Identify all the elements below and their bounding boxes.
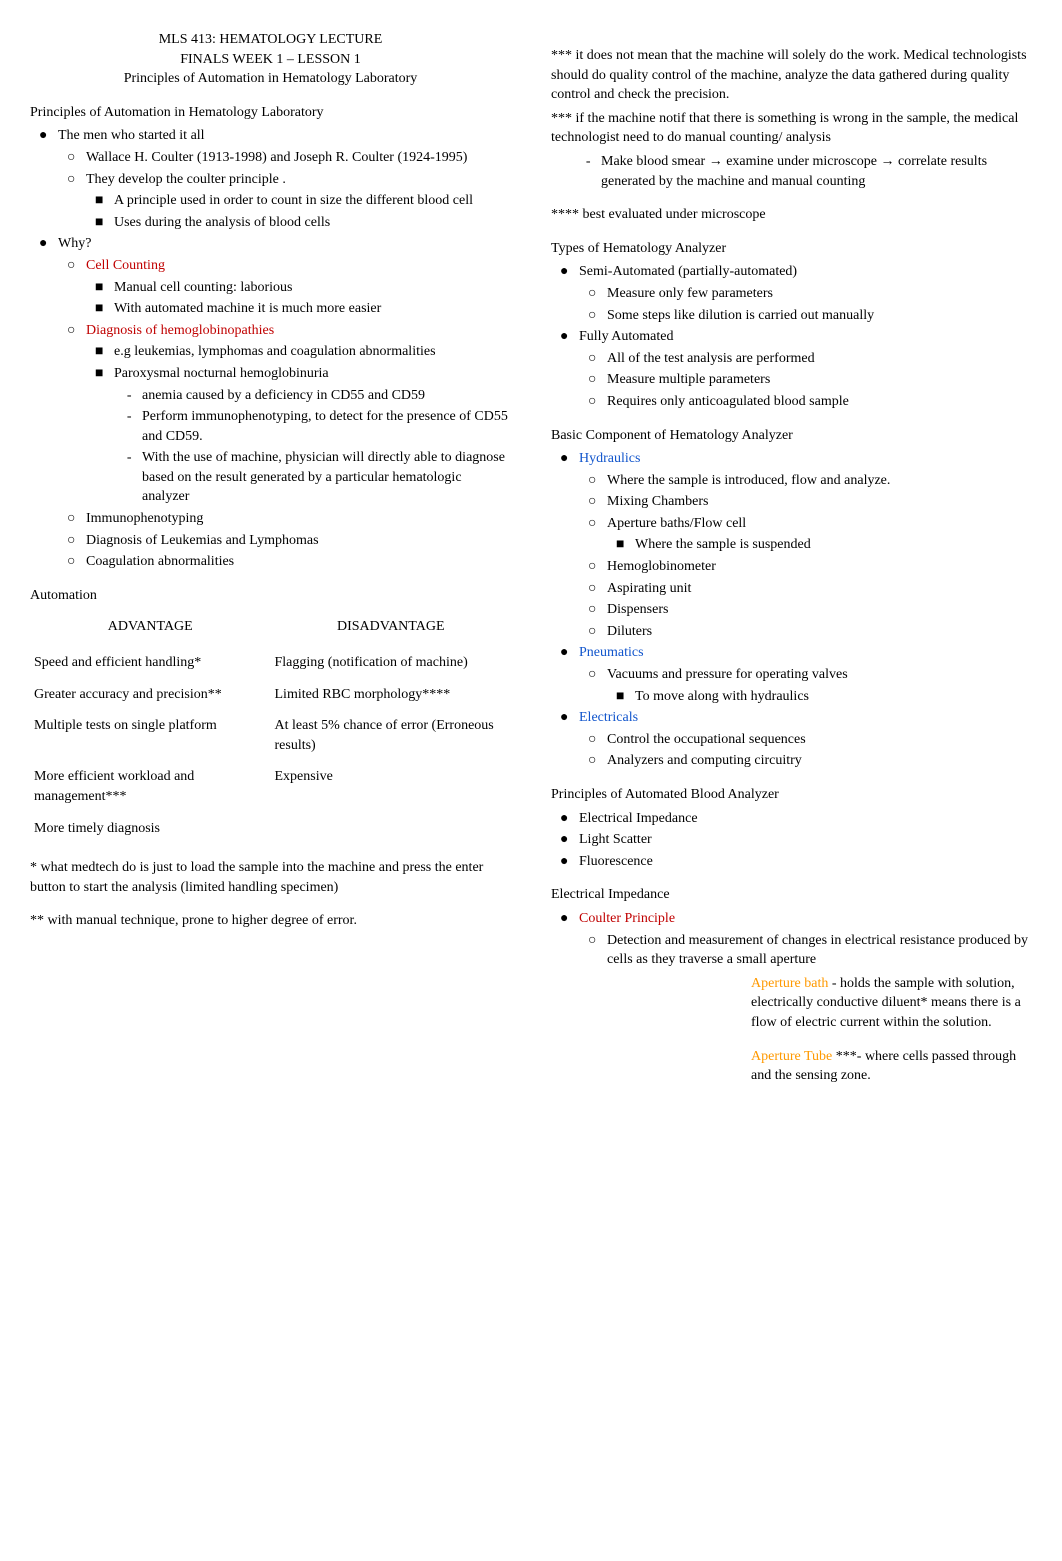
ei-title: Electrical Impedance	[551, 885, 1032, 905]
comp-hydraulics: Hydraulics Where the sample is introduce…	[579, 449, 1032, 641]
outline-item: The men who started it all Wallace H. Co…	[58, 126, 511, 232]
cell: At least 5% chance of error (Erroneous r…	[271, 710, 512, 761]
hyd-sub5: Aspirating unit	[607, 579, 1032, 599]
hemo-sub1: e.g leukemias, lymphomas and coagulation…	[114, 342, 511, 362]
comp-pneumatics: Pneumatics Vacuums and pressure for oper…	[579, 643, 1032, 706]
table-row: Multiple tests on single platform At lea…	[30, 710, 511, 761]
cell-sub2: With automated machine it is much more e…	[114, 299, 511, 319]
table-row: More efficient workload and management**…	[30, 761, 511, 812]
note-triple-star-1: *** it does not mean that the machine wi…	[551, 46, 1032, 105]
semi-sub2: Some steps like dilution is carried out …	[607, 306, 1032, 326]
cell: Limited RBC morphology****	[271, 679, 512, 711]
semi-sub1: Measure only few parameters	[607, 284, 1032, 304]
th-disadvantage: DISADVANTAGE	[271, 613, 512, 647]
pnh-dash-1: anemia caused by a deficiency in CD55 an…	[142, 386, 511, 406]
aperture-tube-label: Aperture Tube	[751, 1049, 832, 1064]
pneu-sub1-sub: To move along with hydraulics	[635, 687, 1032, 707]
footnote-2: ** with manual technique, prone to highe…	[30, 911, 511, 931]
manual-step: Make blood smear → examine under microsc…	[601, 152, 1032, 191]
cell	[271, 813, 512, 845]
why-leuk: Diagnosis of Leukemias and Lymphomas	[86, 531, 511, 551]
fully-sub1: All of the test analysis are performed	[607, 349, 1032, 369]
hyd-sub2: Mixing Chambers	[607, 492, 1032, 512]
hyd-sub7: Diluters	[607, 622, 1032, 642]
cell: More efficient workload and management**…	[30, 761, 271, 812]
type-semi: Semi-Automated (partially-automated) Mea…	[579, 262, 1032, 325]
coulter-sub: Detection and measurement of changes in …	[607, 931, 1032, 970]
header-line-3: Principles of Automation in Hematology L…	[30, 69, 511, 89]
men-names: Wallace H. Coulter (1913-1998) and Josep…	[86, 148, 511, 168]
th-advantage: ADVANTAGE	[30, 613, 271, 647]
elec-sub1: Control the occupational sequences	[607, 730, 1032, 750]
hyd-sub1: Where the sample is introduced, flow and…	[607, 471, 1032, 491]
basic-comp-title: Basic Component of Hematology Analyzer	[551, 426, 1032, 446]
doc-header: MLS 413: HEMATOLOGY LECTURE FINALS WEEK …	[30, 30, 511, 89]
why-label: Why?	[58, 236, 91, 251]
cell: Speed and efficient handling*	[30, 647, 271, 679]
princ-ei: Electrical Impedance	[579, 809, 1032, 829]
elec-sub2: Analyzers and computing circuitry	[607, 751, 1032, 771]
princ-ls: Light Scatter	[579, 830, 1032, 850]
fully-sub2: Measure multiple parameters	[607, 370, 1032, 390]
header-line-1: MLS 413: HEMATOLOGY LECTURE	[30, 30, 511, 50]
footnote-1: * what medtech do is just to load the sa…	[30, 858, 511, 897]
left-column: MLS 413: HEMATOLOGY LECTURE FINALS WEEK …	[30, 30, 511, 1090]
hemo-sub2: Paroxysmal nocturnal hemoglobinuria anem…	[114, 364, 511, 507]
table-row: More timely diagnosis	[30, 813, 511, 845]
coulter-principle: Coulter Principle Detection and measurem…	[579, 909, 1032, 970]
hyd-sub3: Aperture baths/Flow cell Where the sampl…	[607, 514, 1032, 555]
principles-title: Principles of Automated Blood Analyzer	[551, 785, 1032, 805]
type-fully: Fully Automated All of the test analysis…	[579, 327, 1032, 411]
coulter-desc-2: Uses during the analysis of blood cells	[114, 213, 511, 233]
hyd-sub6: Dispensers	[607, 600, 1032, 620]
pnh-dash-2: Perform immunophenotyping, to detect for…	[142, 407, 511, 446]
why-coag: Coagulation abnormalities	[86, 552, 511, 572]
cell: Flagging (notification of machine)	[271, 647, 512, 679]
section-title-principles: Principles of Automation in Hematology L…	[30, 103, 511, 123]
hyd-sub4: Hemoglobinometer	[607, 557, 1032, 577]
pneu-sub1: Vacuums and pressure for operating valve…	[607, 665, 1032, 706]
hyd-sub3-sub: Where the sample is suspended	[635, 535, 1032, 555]
right-column: *** it does not mean that the machine wi…	[551, 30, 1032, 1090]
cell: Multiple tests on single platform	[30, 710, 271, 761]
header-line-2: FINALS WEEK 1 – LESSON 1	[30, 50, 511, 70]
automation-heading: Automation	[30, 586, 511, 606]
table-row: Greater accuracy and precision** Limited…	[30, 679, 511, 711]
aperture-bath-block: Aperture bath - holds the sample with so…	[751, 974, 1032, 1086]
cell: Greater accuracy and precision**	[30, 679, 271, 711]
comp-electricals: Electricals Control the occupational seq…	[579, 708, 1032, 771]
types-title: Types of Hematology Analyzer	[551, 239, 1032, 259]
why-diag-hemo: Diagnosis of hemoglobinopathies e.g leuk…	[86, 321, 511, 507]
aperture-bath-label: Aperture bath	[751, 976, 828, 991]
advantage-table: ADVANTAGE DISADVANTAGE Speed and efficie…	[30, 613, 511, 844]
note-triple-star-2: *** if the machine notif that there is s…	[551, 109, 1032, 148]
note-quad-star: **** best evaluated under microscope	[551, 205, 1032, 225]
fully-sub3: Requires only anticoagulated blood sampl…	[607, 392, 1032, 412]
why-immuno: Immunophenotyping	[86, 509, 511, 529]
cell-sub1: Manual cell counting: laborious	[114, 278, 511, 298]
coulter-desc-1: A principle used in order to count in si…	[114, 191, 511, 211]
pnh-dash-3: With the use of machine, physician will …	[142, 448, 511, 507]
princ-fl: Fluorescence	[579, 852, 1032, 872]
men-develop: They develop the coulter principle . A p…	[86, 170, 511, 233]
table-row: Speed and efficient handling* Flagging (…	[30, 647, 511, 679]
why-cell-counting: Cell Counting Manual cell counting: labo…	[86, 256, 511, 319]
cell: More timely diagnosis	[30, 813, 271, 845]
outline-item: Why? Cell Counting Manual cell counting:…	[58, 234, 511, 572]
cell: Expensive	[271, 761, 512, 812]
men-label: The men who started it all	[58, 128, 205, 143]
